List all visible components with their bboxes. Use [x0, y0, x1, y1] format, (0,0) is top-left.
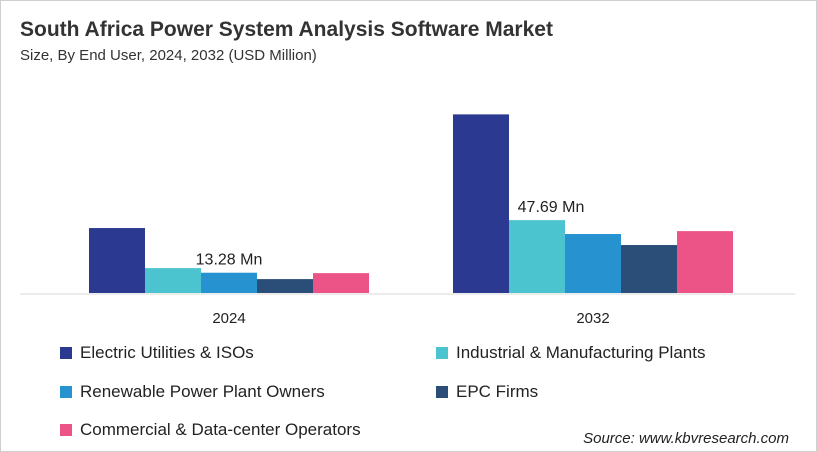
chart-subtitle: Size, By End User, 2024, 2032 (USD Milli…: [20, 47, 317, 64]
legend-swatch: [436, 386, 448, 398]
legend-swatch: [436, 347, 448, 359]
data-label: 47.69 Mn: [518, 199, 585, 216]
bar: [145, 268, 201, 293]
x-tick-label: 2024: [212, 310, 245, 327]
source-note: Source: www.kbvresearch.com: [583, 430, 789, 447]
chart-title: South Africa Power System Analysis Softw…: [20, 18, 553, 41]
bar: [313, 273, 369, 293]
bar: [201, 272, 257, 293]
legend-label: Renewable Power Plant Owners: [80, 382, 325, 401]
legend-item: Industrial & Manufacturing Plants: [436, 343, 705, 363]
legend-item: Electric Utilities & ISOs: [60, 343, 254, 363]
legend-swatch: [60, 424, 72, 436]
legend-swatch: [60, 386, 72, 398]
data-label: 13.28 Mn: [196, 252, 263, 269]
legend-label: EPC Firms: [456, 382, 539, 401]
bar: [677, 231, 733, 293]
bar: [621, 245, 677, 293]
bar: [565, 234, 621, 293]
legend-item: EPC Firms: [436, 382, 538, 402]
legend-swatch: [60, 347, 72, 359]
legend-label: Industrial & Manufacturing Plants: [456, 343, 706, 362]
bar: [509, 220, 565, 293]
legend-item: Commercial & Data-center Operators: [60, 420, 361, 440]
legend-item: Renewable Power Plant Owners: [60, 382, 325, 402]
bar: [257, 279, 313, 293]
legend-label: Electric Utilities & ISOs: [80, 343, 254, 362]
bar: [89, 228, 145, 293]
legend-label: Commercial & Data-center Operators: [80, 420, 361, 439]
bar: [453, 114, 509, 293]
x-tick-label: 2032: [576, 310, 609, 327]
